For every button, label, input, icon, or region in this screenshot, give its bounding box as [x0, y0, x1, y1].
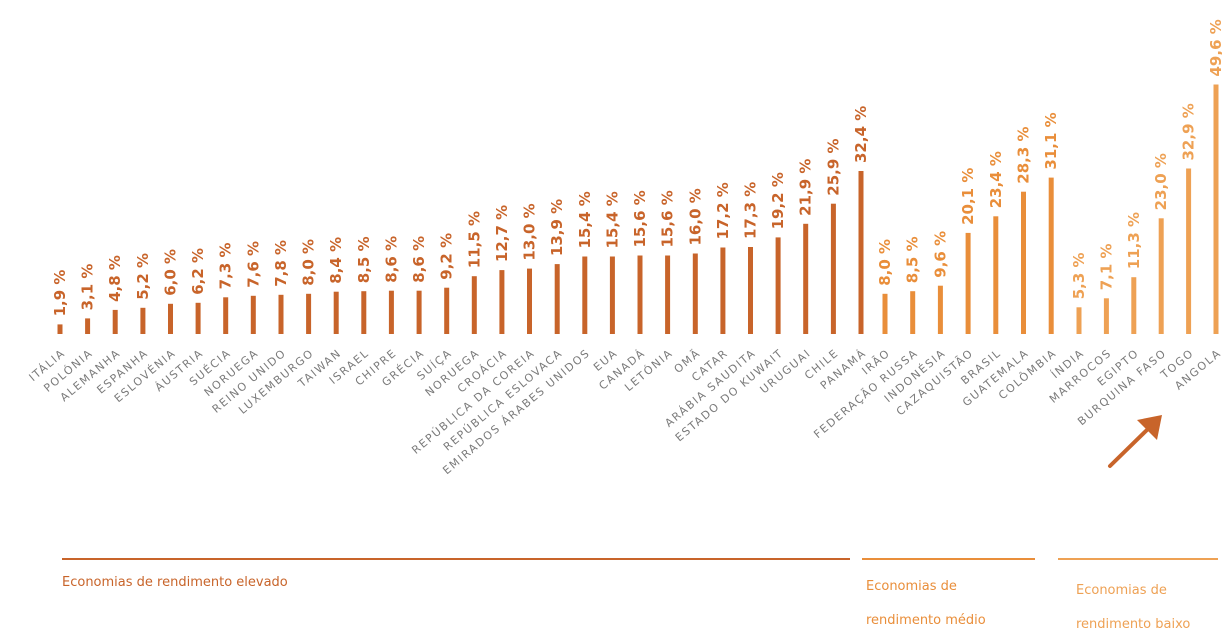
bar-1 [85, 318, 91, 334]
bar-35 [1021, 191, 1026, 334]
value-label-34: 23,4 % [987, 151, 1005, 208]
value-label-12: 8,6 % [382, 236, 400, 283]
value-label-17: 13,0 % [521, 203, 539, 260]
bar-37 [1076, 307, 1082, 334]
value-label-23: 16,0 % [686, 188, 704, 245]
value-label-2: 4,8 % [106, 255, 124, 302]
value-label-24: 17,2 % [714, 182, 732, 239]
value-label-29: 32,4 % [852, 106, 870, 163]
bar-2 [112, 309, 118, 334]
value-label-9: 8,0 % [300, 239, 318, 286]
value-label-28: 25,9 % [824, 138, 842, 195]
value-label-8: 7,8 % [272, 240, 290, 287]
value-label-30: 8,0 % [876, 239, 894, 286]
value-label-42: 49,6 % [1207, 19, 1222, 76]
value-label-21: 15,6 % [631, 190, 649, 247]
bars-layer [57, 84, 1219, 334]
value-label-22: 15,6 % [659, 190, 677, 247]
bar-19 [582, 256, 588, 334]
bar-22 [665, 255, 671, 334]
bar-24 [720, 247, 726, 334]
bar-20 [609, 256, 615, 334]
bar-6 [223, 297, 229, 334]
bar-34 [993, 216, 999, 334]
bar-3 [140, 307, 146, 334]
bar-5 [195, 302, 201, 334]
value-label-4: 6,0 % [162, 249, 180, 296]
group-label-middle: Economias de rendimento médio [866, 579, 986, 628]
bar-7 [250, 295, 256, 334]
bar-26 [775, 237, 781, 334]
bar-21 [637, 255, 643, 334]
bar-0 [57, 324, 63, 334]
bar-33 [965, 232, 971, 334]
bar-18 [554, 264, 560, 334]
value-label-19: 15,4 % [576, 191, 594, 248]
group-line-middle [862, 558, 1035, 560]
value-label-20: 15,4 % [603, 191, 621, 248]
value-label-27: 21,9 % [797, 159, 815, 216]
bar-9 [306, 293, 312, 334]
value-label-37: 5,3 % [1070, 252, 1088, 299]
value-label-16: 12,7 % [493, 205, 511, 262]
bar-39 [1131, 277, 1137, 334]
bar-27 [803, 223, 809, 334]
bar-38 [1103, 298, 1109, 334]
value-label-40: 23,0 % [1152, 153, 1170, 210]
bar-8 [278, 294, 284, 334]
bar-15 [471, 276, 477, 334]
value-label-25: 17,3 % [742, 182, 760, 239]
bar-16 [499, 270, 505, 334]
bar-42 [1213, 84, 1219, 334]
value-label-0: 1,9 % [51, 270, 69, 317]
value-label-26: 19,2 % [769, 172, 787, 229]
group-line-low [1058, 558, 1218, 560]
bar-17 [527, 268, 532, 334]
group-line-high [62, 558, 850, 560]
bar-32 [937, 285, 943, 334]
bar-12 [388, 290, 394, 334]
bar-28 [830, 203, 836, 334]
arrow-up-right-icon [1108, 415, 1162, 468]
bar-41 [1186, 168, 1192, 334]
value-label-6: 7,3 % [217, 242, 235, 289]
value-label-10: 8,4 % [327, 237, 345, 284]
value-label-35: 28,3 % [1015, 126, 1033, 183]
bar-30 [882, 293, 888, 334]
bar-11 [361, 291, 367, 334]
bar-36 [1048, 177, 1054, 334]
bar-4 [168, 303, 173, 334]
value-label-14: 9,2 % [438, 233, 456, 280]
bar-25 [748, 247, 753, 334]
value-label-33: 20,1 % [959, 168, 977, 225]
bar-40 [1158, 218, 1164, 334]
value-label-31: 8,5 % [904, 236, 922, 283]
value-label-5: 6,2 % [189, 248, 207, 295]
value-label-7: 7,6 % [244, 241, 262, 288]
group-label-low: Economias de rendimento baixo [1076, 583, 1191, 632]
bar-29 [858, 171, 864, 334]
bar-23 [692, 253, 698, 334]
bar-10 [333, 291, 339, 334]
value-label-15: 11,5 % [465, 211, 483, 268]
value-label-39: 11,3 % [1125, 212, 1143, 269]
value-labels-layer: 1,9 % 3,1 % 4,8 % 5,2 % 6,0 % 6,2 % 7,3 % 7,6 %… [51, 19, 1222, 316]
value-label-38: 7,1 % [1097, 243, 1115, 290]
category-labels-layer: ITÁLIAPOLÓNIAALEMANHAESPANHAESLOVÉNIAÁUS… [27, 346, 1222, 477]
value-label-3: 5,2 % [134, 253, 152, 300]
group-label-high: Economias de rendimento elevado [62, 575, 288, 590]
value-label-32: 9,6 % [931, 231, 949, 278]
value-label-11: 8,5 % [355, 236, 373, 283]
value-label-41: 32,9 % [1180, 103, 1198, 160]
value-label-1: 3,1 % [79, 264, 97, 311]
bar-31 [910, 291, 916, 334]
value-label-13: 8,6 % [410, 236, 428, 283]
bar-14 [444, 287, 450, 334]
value-label-18: 13,9 % [548, 199, 566, 256]
value-label-36: 31,1 % [1042, 112, 1060, 169]
bar-13 [416, 290, 422, 334]
